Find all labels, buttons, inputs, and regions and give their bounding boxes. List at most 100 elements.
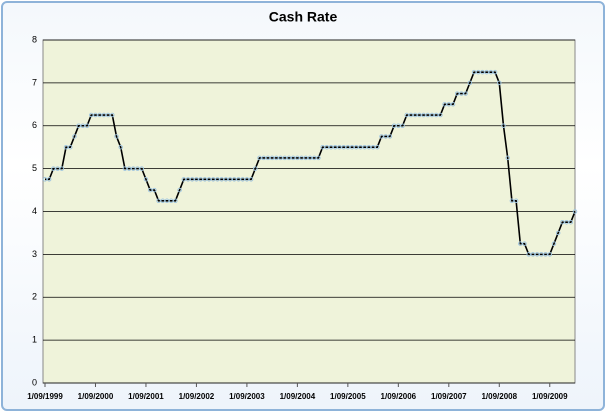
x-tick-label: 1/09/1999 <box>27 392 63 401</box>
point <box>425 112 431 118</box>
point <box>206 177 212 182</box>
point <box>446 102 452 107</box>
point <box>156 198 161 204</box>
point <box>93 112 98 118</box>
point <box>110 112 115 118</box>
point <box>181 177 187 182</box>
point <box>59 166 65 171</box>
point <box>349 144 355 150</box>
point <box>417 112 422 118</box>
point <box>555 230 561 236</box>
point <box>126 166 132 171</box>
x-tick-label: 1/09/2004 <box>280 392 316 401</box>
point <box>295 155 300 161</box>
point <box>450 102 456 107</box>
point <box>265 155 271 161</box>
point <box>135 166 140 171</box>
point <box>131 166 136 171</box>
x-tick-label: 1/09/2005 <box>330 392 366 401</box>
point <box>236 177 241 182</box>
point <box>232 177 237 182</box>
point <box>307 155 313 161</box>
point <box>101 112 107 118</box>
point <box>290 155 296 161</box>
point <box>459 91 464 96</box>
point <box>299 155 304 161</box>
point <box>442 102 447 107</box>
point <box>480 69 485 75</box>
point <box>118 144 123 150</box>
point <box>484 69 489 75</box>
point <box>122 166 128 171</box>
point <box>476 69 481 75</box>
point <box>518 241 523 246</box>
point <box>316 155 321 161</box>
point <box>76 123 81 128</box>
point <box>387 134 393 139</box>
point <box>311 155 317 161</box>
point <box>341 144 346 150</box>
y-tick-label: 2 <box>32 292 37 302</box>
point <box>328 144 334 150</box>
point <box>547 252 553 257</box>
y-tick-label: 3 <box>32 249 37 259</box>
point <box>375 144 380 150</box>
point <box>505 155 510 161</box>
point <box>67 144 73 150</box>
point <box>80 123 86 128</box>
point <box>564 219 569 225</box>
point <box>42 177 48 182</box>
y-tick-label: 1 <box>32 335 37 345</box>
point <box>534 252 540 257</box>
point <box>400 123 405 128</box>
point <box>282 155 288 161</box>
point <box>358 144 363 150</box>
point <box>488 69 494 75</box>
point <box>211 177 216 182</box>
point <box>215 177 220 182</box>
point <box>223 177 229 182</box>
y-tick-label: 7 <box>32 77 37 87</box>
x-tick-label: 1/09/2009 <box>532 392 568 401</box>
point <box>412 112 418 118</box>
point <box>274 155 279 161</box>
x-tick-label: 1/09/2008 <box>481 392 517 401</box>
point <box>366 144 372 150</box>
point <box>522 241 527 246</box>
point <box>257 155 262 161</box>
point <box>168 198 174 204</box>
point <box>227 177 233 182</box>
point <box>391 123 397 128</box>
point <box>568 219 574 225</box>
point <box>202 177 208 182</box>
point <box>463 91 468 96</box>
point <box>261 155 266 161</box>
point <box>362 144 367 150</box>
point <box>324 144 330 150</box>
point <box>160 198 166 204</box>
point <box>383 134 388 139</box>
point <box>185 177 191 182</box>
point <box>421 112 426 118</box>
point <box>194 177 199 182</box>
point <box>278 155 283 161</box>
point <box>143 177 149 182</box>
point <box>454 91 460 96</box>
point <box>89 112 94 118</box>
point <box>152 187 157 193</box>
point <box>320 144 325 150</box>
point <box>164 198 170 204</box>
point <box>539 252 544 257</box>
point <box>408 112 414 118</box>
point <box>492 69 498 75</box>
point <box>337 144 342 150</box>
point <box>46 177 52 182</box>
x-tick-label: 1/09/2002 <box>179 392 215 401</box>
y-tick-label: 8 <box>32 34 37 44</box>
x-tick-label: 1/09/2006 <box>381 392 417 401</box>
y-tick-label: 5 <box>32 163 37 173</box>
x-tick-label: 1/09/2001 <box>128 392 164 401</box>
point <box>189 177 195 182</box>
point <box>63 144 69 150</box>
